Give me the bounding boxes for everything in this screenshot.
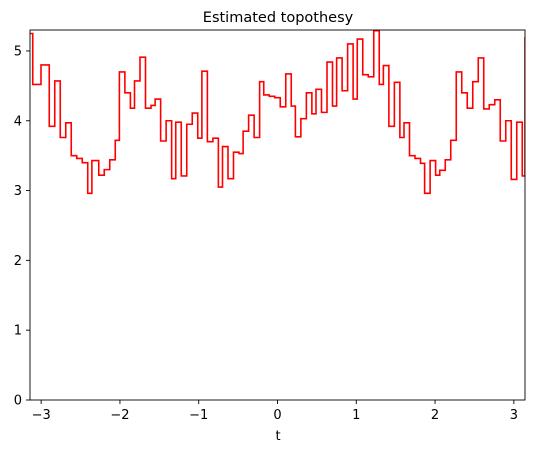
chart-title: Estimated topothesy (203, 10, 354, 26)
axes: −3 −2 −1 0 1 2 3 0 1 2 3 4 5 (14, 29, 526, 423)
plot-area (30, 30, 525, 195)
y-tick-label: 0 (14, 394, 22, 409)
x-tick-label: 0 (273, 408, 281, 423)
x-tick-label: −2 (110, 408, 129, 423)
x-tick-label: −3 (32, 408, 51, 423)
y-tick-label: 4 (14, 114, 22, 129)
x-tick-label: 2 (431, 408, 439, 423)
y-tick-label: 3 (14, 184, 22, 199)
y-tick-label: 2 (14, 254, 22, 269)
y-tick-label: 1 (14, 324, 22, 339)
series-line-0 (30, 30, 525, 195)
y-tick-label: 5 (14, 44, 22, 59)
x-tick-label: −1 (189, 408, 208, 423)
x-tick-label: 1 (352, 408, 360, 423)
x-tick-label: 3 (510, 408, 518, 423)
x-axis-label: t (275, 429, 280, 444)
